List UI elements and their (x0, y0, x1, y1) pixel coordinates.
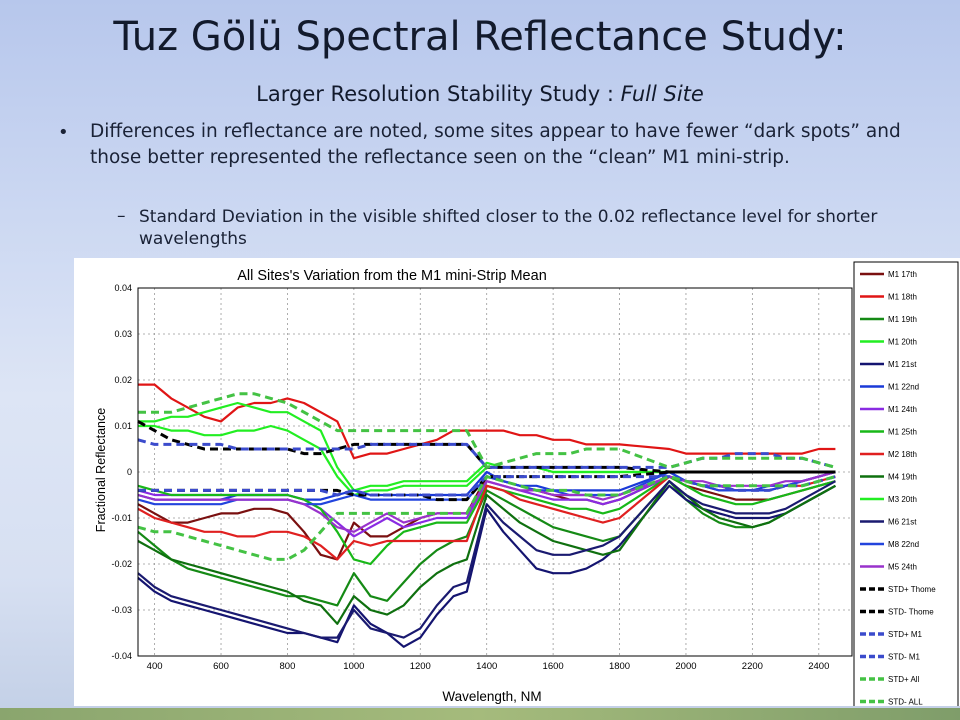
legend-label: M1 17th (888, 270, 917, 279)
legend-label: M1 19th (888, 315, 917, 324)
y-tick-label: -0.03 (111, 605, 132, 615)
legend-label: M1 18th (888, 293, 917, 302)
bullet-text: Differences in reflectance are noted, so… (90, 121, 901, 168)
legend-label: M1 22nd (888, 383, 919, 392)
series-line (137, 475, 836, 566)
legend-label: M3 20th (888, 495, 917, 504)
line-chart: All Sites's Variation from the M1 mini-S… (94, 261, 959, 707)
sub-bullet-marker: – (117, 206, 126, 226)
y-tick-label: 0.03 (114, 329, 132, 339)
y-tick-label: -0.04 (111, 651, 132, 661)
slide-subtitle: Larger Resolution Stability Study : Full… (0, 82, 960, 106)
y-tick-label: 0.02 (114, 375, 132, 385)
y-tick-label: 0 (127, 467, 132, 477)
x-tick-label: 400 (147, 661, 163, 672)
series-line (137, 484, 836, 648)
series-lines (137, 383, 836, 648)
legend-label: STD+ All (888, 675, 920, 684)
x-tick-label: 1800 (609, 661, 630, 672)
legend-label: STD- Thome (888, 608, 934, 617)
legend-label: STD- M1 (888, 653, 921, 662)
y-tick-label: 0.01 (114, 421, 132, 431)
legend-label: STD+ M1 (888, 630, 923, 639)
x-tick-label: 800 (280, 661, 296, 672)
x-tick-label: 1400 (476, 661, 497, 672)
x-tick-label: 2000 (675, 661, 696, 672)
legend-box (853, 261, 959, 706)
chart-title: All Sites's Variation from the M1 mini-S… (237, 268, 547, 284)
y-axis-label: Fractional Reflectance (94, 408, 108, 532)
x-tick-label: 2400 (808, 661, 829, 672)
sub-bullet-text: Standard Deviation in the visible shifte… (139, 207, 878, 249)
legend-label: M2 18th (888, 450, 917, 459)
y-tick-label: 0.04 (114, 283, 132, 293)
series-line (137, 480, 836, 639)
legend-label: M6 21st (888, 518, 917, 527)
legend-label: M4 19th (888, 473, 917, 482)
chart-figure: All Sites's Variation from the M1 mini-S… (74, 258, 960, 706)
y-tick-label: -0.01 (111, 513, 132, 523)
legend-label: M5 24th (888, 563, 917, 572)
legend-label: M1 20th (888, 338, 917, 347)
x-tick-label: 1200 (410, 661, 431, 672)
series-line (137, 475, 836, 561)
legend-label: M8 22nd (888, 540, 919, 549)
legend: M1 17th M1 18th M1 19th M1 20th M1 21st M1 22… (853, 261, 959, 707)
axis-ticks: 400 600 800 1000 1200 1400 1600 1800 2000 2200 240… (111, 283, 829, 672)
legend-label: STD+ Thome (888, 585, 936, 594)
plot-frame (137, 287, 853, 657)
x-tick-label: 600 (213, 661, 229, 672)
series-line (137, 480, 836, 625)
legend-label: M1 25th (888, 428, 917, 437)
subtitle-italic: Full Site (620, 82, 704, 106)
series-line (138, 475, 836, 497)
legend-label: STD- ALL (888, 698, 923, 707)
slide-title: Tuz Gölü Spectral Reflectance Study: (113, 14, 847, 60)
legend-label: M1 24th (888, 405, 917, 414)
x-tick-label: 1000 (343, 661, 364, 672)
series-line (137, 480, 836, 607)
footer-bar (0, 708, 960, 720)
series-line (138, 383, 836, 460)
x-tick-label: 1600 (543, 661, 564, 672)
series-line (137, 438, 836, 469)
bullet-marker: • (58, 122, 69, 143)
x-axis-label: Wavelength, NM (442, 689, 541, 704)
y-tick-label: -0.02 (111, 559, 132, 569)
subtitle-main: Larger Resolution Stability Study : (256, 82, 621, 106)
legend-label: M1 21st (888, 360, 917, 369)
x-tick-label: 2200 (742, 661, 763, 672)
series-line (138, 392, 836, 469)
